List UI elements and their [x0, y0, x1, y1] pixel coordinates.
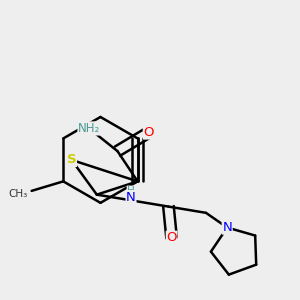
Text: O: O [143, 126, 154, 139]
Text: NH₂: NH₂ [78, 122, 100, 135]
Text: N: N [126, 190, 136, 203]
Text: S: S [67, 153, 76, 167]
Text: N: N [222, 221, 232, 234]
Text: CH₃: CH₃ [9, 189, 28, 199]
Text: O: O [166, 231, 177, 244]
Text: H: H [127, 186, 135, 196]
